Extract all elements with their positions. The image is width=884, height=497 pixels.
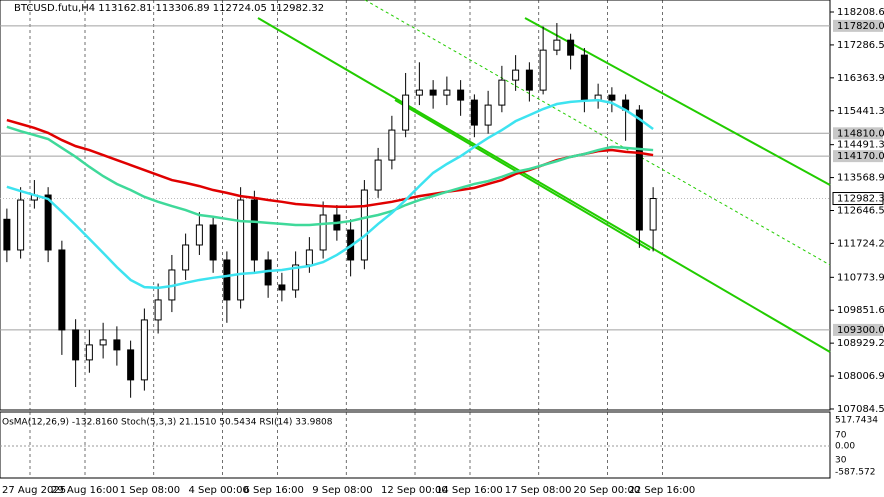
candle-body xyxy=(402,94,410,131)
level-label: 117820.00 xyxy=(837,21,884,32)
candle-body xyxy=(470,99,478,126)
candle-body xyxy=(525,69,533,91)
x-tick-label: 29 Aug 16:00 xyxy=(51,485,118,496)
candle-body xyxy=(388,129,396,161)
y-tick-label: 115441.30 xyxy=(837,106,884,117)
y-tick-label: 113568.95 xyxy=(837,173,884,184)
candle-body xyxy=(292,264,300,291)
candle-body xyxy=(17,199,25,251)
x-tick-label: 6 Sep 16:00 xyxy=(244,485,304,496)
level-box xyxy=(833,323,883,336)
y-tick-label: 108929.25 xyxy=(837,338,884,349)
level-label: 109300.00 xyxy=(837,325,884,336)
candle-body xyxy=(457,89,465,101)
candle-body xyxy=(305,249,313,266)
level-box xyxy=(833,19,883,32)
candle-body xyxy=(443,89,451,96)
level-label: 114810.00 xyxy=(837,128,884,139)
x-tick-label: 9 Sep 08:00 xyxy=(312,485,372,496)
candle-body xyxy=(360,189,368,261)
level-label: 114170.00 xyxy=(837,151,884,162)
candle-body xyxy=(182,244,190,271)
candle-body xyxy=(209,224,217,261)
candle-body xyxy=(608,94,616,101)
y-tick-label: 107084.55 xyxy=(837,404,884,415)
candle-body xyxy=(415,89,423,96)
x-tick-label: 22 Sep 16:00 xyxy=(629,485,696,496)
y-tick-label: 114491.30 xyxy=(837,140,884,151)
candle-body xyxy=(154,299,162,321)
candle-body xyxy=(484,104,492,126)
channel-line xyxy=(524,17,831,186)
moving-average xyxy=(6,125,654,227)
candle-body xyxy=(223,259,231,301)
y-tick-label: 116363.95 xyxy=(837,73,884,84)
x-tick-label: 4 Sep 00:00 xyxy=(189,485,249,496)
candle-body xyxy=(498,79,506,106)
candle-body xyxy=(85,344,93,361)
indicator-label: 70 xyxy=(835,431,847,441)
candle-body xyxy=(319,214,327,251)
y-tick-label: 110773.95 xyxy=(837,272,884,283)
candle-body xyxy=(195,224,203,246)
candle-body xyxy=(99,339,107,346)
candle-body xyxy=(512,69,520,81)
y-tick-label: 109851.60 xyxy=(837,305,884,316)
candle-body xyxy=(539,49,547,91)
x-tick-label: 27 Aug 2025 xyxy=(2,485,66,496)
last-price-label: 112982.32 xyxy=(837,194,884,205)
candle-body xyxy=(72,329,80,361)
channel-midline xyxy=(364,0,831,266)
candle-body xyxy=(649,198,657,231)
chart-title: BTCUSD.futu,H4 113162.81 113306.89 11272… xyxy=(14,3,324,14)
candle-body xyxy=(429,89,437,96)
indicator-label: 0.00 xyxy=(835,442,855,452)
candle-body xyxy=(635,109,643,231)
candle-body xyxy=(250,199,258,261)
candle-body xyxy=(44,194,52,251)
channel-line xyxy=(394,99,651,251)
indicator-title: OsMA(12,26,9) -132.8160 Stoch(5,3,3) 21.… xyxy=(2,418,333,428)
candle-body xyxy=(58,249,66,331)
candle-body xyxy=(553,39,561,51)
x-tick-label: 1 Sep 08:00 xyxy=(120,485,180,496)
moving-average xyxy=(6,98,654,290)
candle-body xyxy=(374,159,382,191)
candle-body xyxy=(113,339,121,351)
level-box xyxy=(833,150,883,163)
channel-line xyxy=(257,17,831,353)
indicator-label: 30 xyxy=(835,456,847,466)
x-tick-label: 14 Sep 16:00 xyxy=(436,485,503,496)
x-tick-label: 20 Sep 00:00 xyxy=(574,485,641,496)
candle-body xyxy=(580,54,588,101)
candle-body xyxy=(140,319,148,381)
indicator-label: 517.7434 xyxy=(835,416,878,426)
indicator-label: -587.572 xyxy=(835,468,875,478)
y-tick-label: 118208.65 xyxy=(837,7,884,18)
y-tick-label: 108006.90 xyxy=(837,371,884,382)
y-tick-label: 111724.25 xyxy=(837,238,884,249)
x-tick-label: 17 Sep 08:00 xyxy=(505,485,572,496)
candle-body xyxy=(237,199,245,301)
candle-body xyxy=(567,39,575,56)
candle-body xyxy=(278,284,286,291)
last-price-box xyxy=(832,192,884,206)
candle-body xyxy=(127,349,135,381)
x-tick-label: 12 Sep 00:00 xyxy=(381,485,448,496)
level-box xyxy=(833,127,883,140)
y-tick-label: 117286.53 xyxy=(837,40,884,51)
y-tick-label: 112646.50 xyxy=(837,205,884,216)
candle-body xyxy=(3,218,11,251)
